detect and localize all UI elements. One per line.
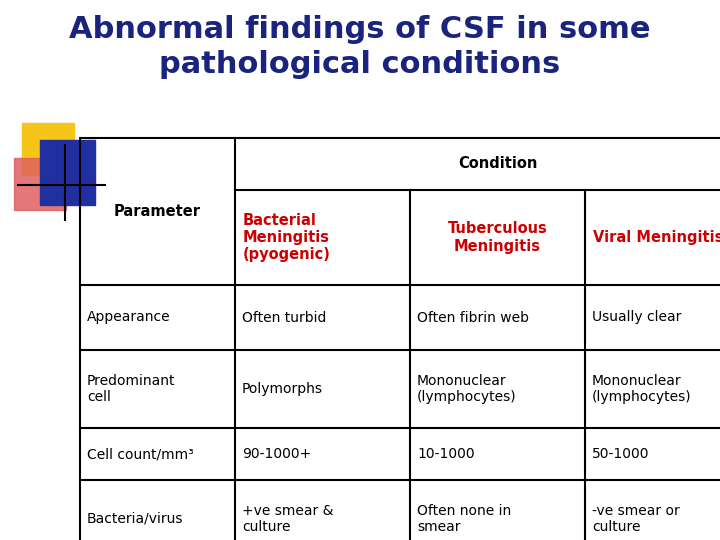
Text: Predominant
cell: Predominant cell [87, 374, 176, 404]
Text: Bacteria/virus: Bacteria/virus [87, 512, 184, 526]
Text: Parameter: Parameter [114, 204, 201, 219]
Text: Mononuclear
(lymphocytes): Mononuclear (lymphocytes) [592, 374, 692, 404]
Text: Often fibrin web: Often fibrin web [417, 310, 529, 325]
Bar [22, 123, 74, 175]
Bar [14, 158, 66, 210]
Text: Usually clear: Usually clear [592, 310, 681, 325]
Text: Cell count/mm³: Cell count/mm³ [87, 447, 194, 461]
Text: Appearance: Appearance [87, 310, 171, 325]
Text: Abnormal findings of CSF in some
pathological conditions: Abnormal findings of CSF in some patholo… [69, 15, 651, 79]
Text: Often none in
smear: Often none in smear [417, 504, 511, 534]
Text: 10-1000: 10-1000 [417, 447, 474, 461]
Bar [40, 140, 95, 205]
Text: Condition: Condition [458, 157, 537, 172]
Text: Mononuclear
(lymphocytes): Mononuclear (lymphocytes) [417, 374, 517, 404]
Text: Polymorphs: Polymorphs [242, 382, 323, 396]
Text: 90-1000+: 90-1000+ [242, 447, 311, 461]
Text: Often turbid: Often turbid [242, 310, 326, 325]
Text: Tuberculous
Meningitis: Tuberculous Meningitis [448, 221, 547, 254]
Text: Bacterial
Meningitis
(pyogenic): Bacterial Meningitis (pyogenic) [243, 213, 331, 262]
Text: +ve smear &
culture: +ve smear & culture [242, 504, 333, 534]
Bar [80, 138, 720, 540]
Text: Viral Meningitis: Viral Meningitis [593, 230, 720, 245]
Text: 50-1000: 50-1000 [592, 447, 649, 461]
Text: -ve smear or
culture: -ve smear or culture [592, 504, 680, 534]
